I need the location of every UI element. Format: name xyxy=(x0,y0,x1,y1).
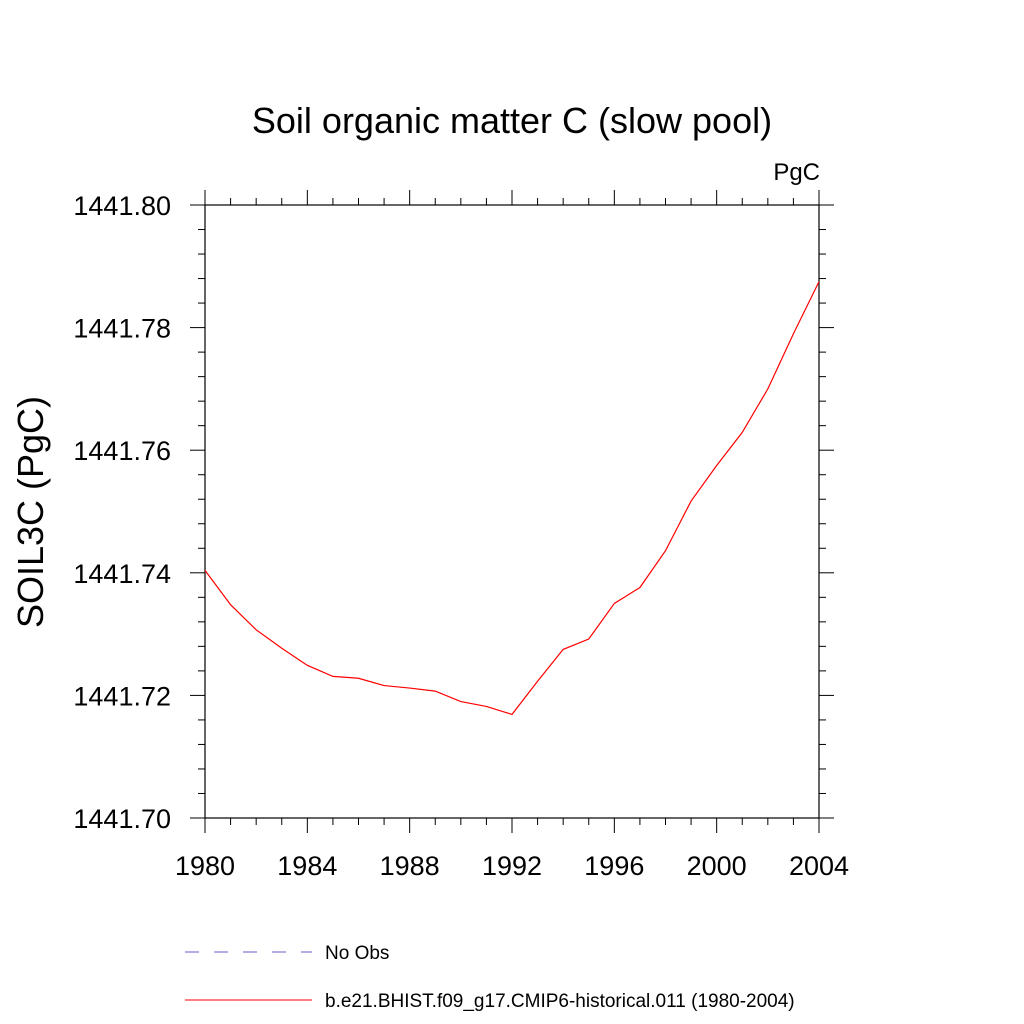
axis-tick-labels: 1980 1984 1988 1992 1996 2000 2004 1441.70 1441.… xyxy=(73,191,849,881)
y-tick-label: 1441.70 xyxy=(73,804,171,834)
y-axis-label: SOIL3C (PgC) xyxy=(10,396,51,628)
x-tick-label: 1992 xyxy=(482,851,542,881)
x-tick-label: 1980 xyxy=(175,851,235,881)
series-line-1 xyxy=(204,281,820,716)
chart-title: Soil organic matter C (slow pool) xyxy=(252,100,772,141)
x-tick-label: 1996 xyxy=(584,851,644,881)
x-tick-label: 1984 xyxy=(277,851,337,881)
units-label: PgC xyxy=(773,159,820,186)
series-layer xyxy=(204,281,820,716)
x-tick-label: 2000 xyxy=(687,851,747,881)
y-tick-label: 1441.78 xyxy=(73,314,171,344)
y-tick-label: 1441.72 xyxy=(73,681,171,711)
y-tick-label: 1441.80 xyxy=(73,191,171,221)
x-tick-label: 2004 xyxy=(789,851,849,881)
plot-frame xyxy=(204,204,820,819)
legend: No Obs b.e21.BHIST.f09_g17.CMIP6-historic… xyxy=(185,943,795,1012)
axis-ticks xyxy=(190,190,834,833)
x-tick-label: 1988 xyxy=(380,851,440,881)
legend-label-1: b.e21.BHIST.f09_g17.CMIP6-historical.011… xyxy=(325,991,795,1012)
y-tick-label: 1441.74 xyxy=(73,559,171,589)
y-tick-label: 1441.76 xyxy=(73,436,171,466)
legend-label-0: No Obs xyxy=(325,943,389,964)
